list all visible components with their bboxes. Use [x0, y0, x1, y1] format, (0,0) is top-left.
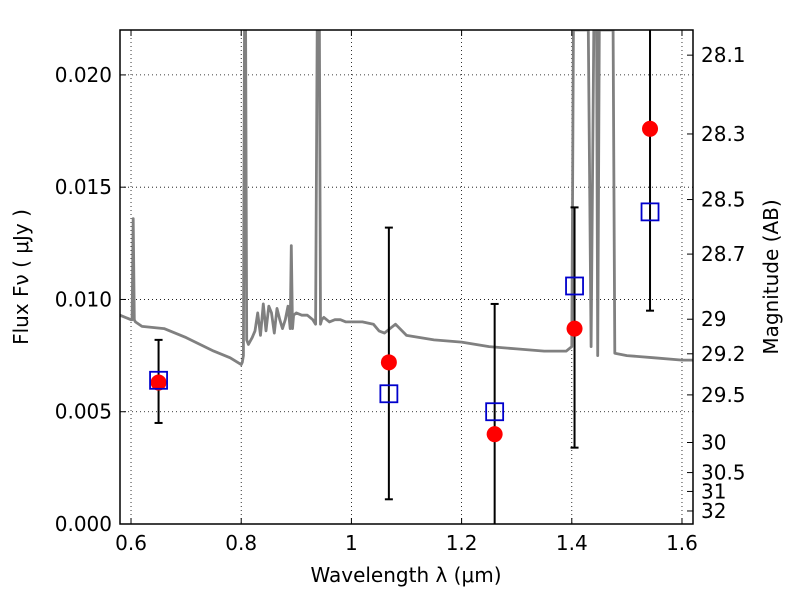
- x-tick-label: 0.6: [115, 531, 147, 555]
- model-photometry-point: [379, 384, 399, 404]
- observed-point: [486, 426, 503, 443]
- y-tick-label: 0.015: [55, 175, 112, 199]
- y2-tick-label: 28.1: [701, 43, 746, 67]
- model-spectrum: [120, 30, 693, 367]
- y-tick-label: 0.010: [55, 287, 112, 311]
- observed-point: [150, 374, 167, 391]
- y2-tick-label: 30: [701, 430, 726, 454]
- y2-tick-label: 29.5: [701, 383, 746, 407]
- ticks: 0.6 0.8 1 1.2 1.4 1.6 0.000 0.005 0.010 0.015 0.02…: [55, 30, 746, 555]
- y-tick-label: 0.020: [55, 63, 112, 87]
- grid: [120, 30, 693, 525]
- y2-tick-label: 28.7: [701, 242, 746, 266]
- y2-tick-label: 32: [701, 499, 726, 523]
- y-axis-label: Flux Fν ( μJy ): [9, 209, 33, 345]
- y2-tick-label: 29: [701, 307, 726, 331]
- y2-tick-label: 28.5: [701, 188, 746, 212]
- y2-tick-label: 31: [701, 479, 726, 503]
- observed-point: [566, 320, 583, 337]
- x-tick-label: 0.8: [225, 531, 257, 555]
- observed-point: [642, 120, 659, 137]
- model-photometry-point: [485, 402, 505, 422]
- y2-tick-label: 29.2: [701, 342, 746, 366]
- markers: [149, 120, 660, 443]
- y-tick-label: 0.005: [55, 400, 112, 424]
- model-spectrum-line: [120, 30, 693, 367]
- x-tick-label: 1.2: [446, 531, 478, 555]
- y2-axis-label: Magnitude (AB): [759, 199, 783, 354]
- plot-frame: [119, 29, 694, 525]
- y2-tick-label: 30.5: [701, 461, 746, 485]
- x-tick-label: 1: [345, 531, 358, 555]
- x-axis-label: Wavelength λ (μm): [310, 563, 501, 587]
- observed-point: [380, 354, 397, 371]
- model-photometry-point: [149, 370, 168, 390]
- model-photometry-point: [640, 202, 660, 222]
- y-tick-label: 0.000: [55, 512, 112, 536]
- model-photometry-point: [565, 276, 584, 296]
- x-tick-label: 1.6: [666, 531, 698, 555]
- x-tick-label: 1.4: [556, 531, 588, 555]
- y2-tick-label: 28.3: [701, 122, 746, 146]
